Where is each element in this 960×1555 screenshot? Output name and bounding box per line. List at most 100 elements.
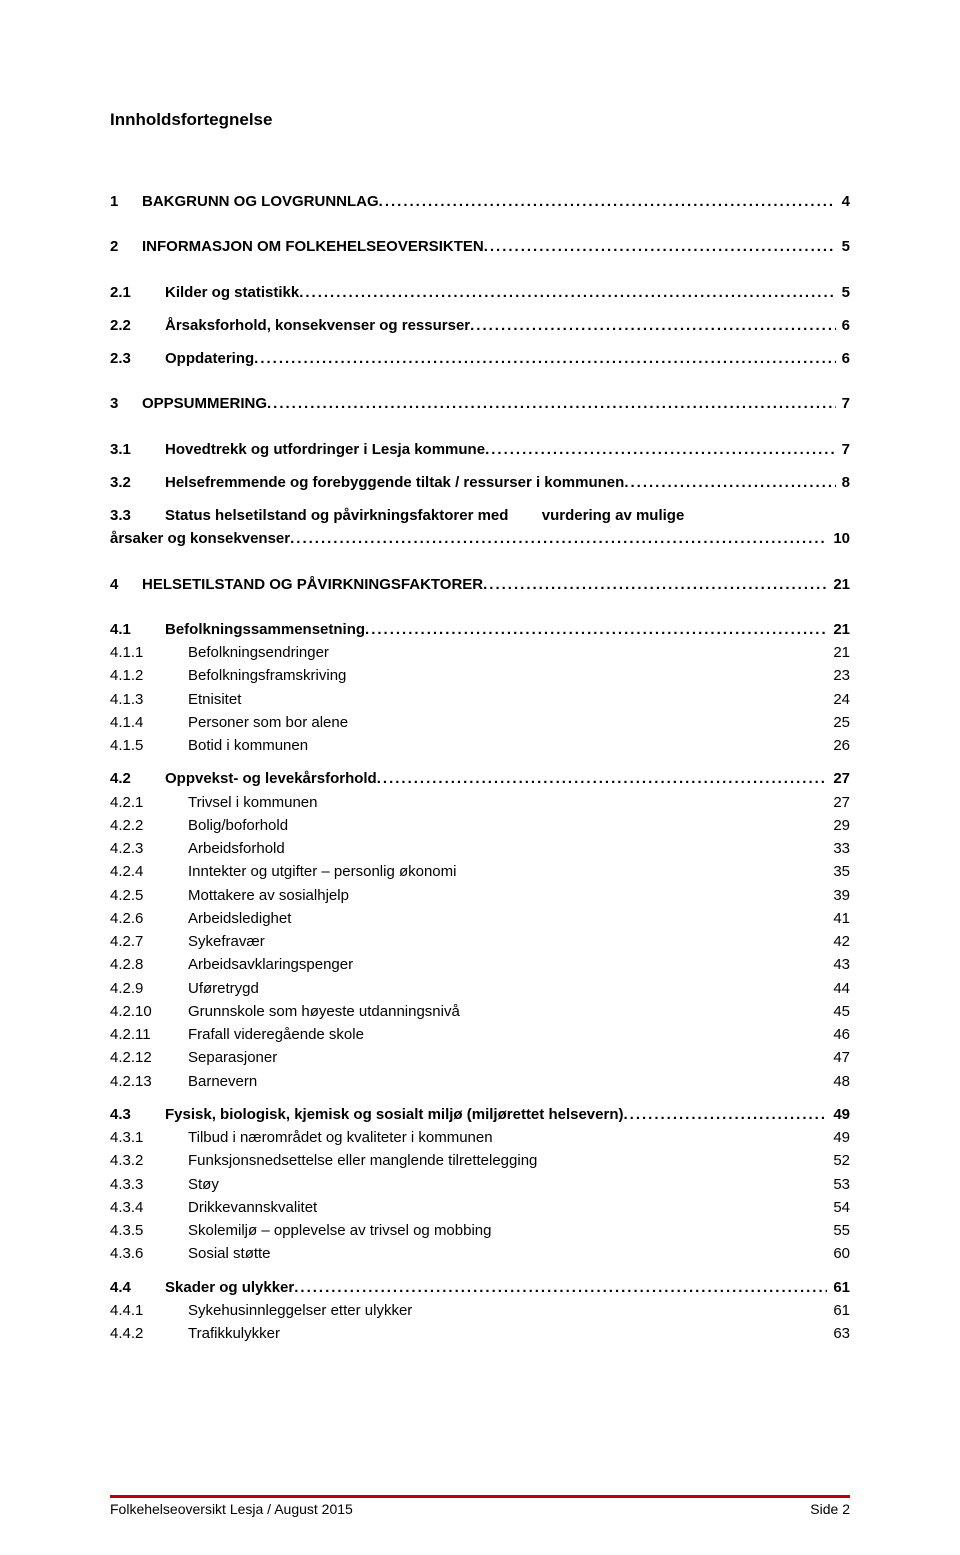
toc-entry-page: 21 <box>827 573 850 596</box>
toc-entry-label: Arbeidsledighet <box>188 907 291 930</box>
toc-entry-page: 6 <box>836 347 850 370</box>
toc-entry: 4.2.9Uføretrygd44 <box>110 977 850 1000</box>
toc-entry-page: 27 <box>827 791 850 814</box>
toc-entry-number: 4.3.2 <box>110 1149 188 1172</box>
toc-entry-page: 52 <box>827 1149 850 1172</box>
toc-entry-page: 21 <box>827 641 850 664</box>
toc-entry-number: 4.4.2 <box>110 1322 188 1345</box>
toc-entry-label: Kilder og statistikk <box>165 281 299 304</box>
toc-entry-label: Status helsetilstand og påvirkningsfakto… <box>165 504 684 527</box>
toc-entry-page: 24 <box>827 688 850 711</box>
toc-entry-label: Bolig/boforhold <box>188 814 288 837</box>
toc-entry-number: 2.3 <box>110 347 165 370</box>
toc-entry-label: Personer som bor alene <box>188 711 348 734</box>
toc-entry-number: 4.2 <box>110 767 165 790</box>
toc-entry-label: Arbeidsforhold <box>188 837 285 860</box>
toc-entry-page: 27 <box>827 767 850 790</box>
toc-entry-label: BAKGRUNN OG LOVGRUNNLAG <box>142 190 379 213</box>
toc-entry-label: Separasjoner <box>188 1046 277 1069</box>
toc-entry-label: Barnevern <box>188 1070 257 1093</box>
toc-entry-number: 1 <box>110 190 142 213</box>
toc-entry-number: 4.2.12 <box>110 1046 188 1069</box>
toc-entry-page: 63 <box>827 1322 850 1345</box>
toc-entry-number: 2.2 <box>110 314 165 337</box>
toc-entry: 3.2Helsefremmende og forebyggende tiltak… <box>110 471 850 494</box>
toc-entry-label: Befolkningssammensetning <box>165 618 365 641</box>
toc-entry-label: Fysisk, biologisk, kjemisk og sosialt mi… <box>165 1103 623 1126</box>
toc-entry-page: 5 <box>836 235 850 258</box>
toc-entry-number: 4.3.4 <box>110 1196 188 1219</box>
toc-entry: 4.2.1Trivsel i kommunen 27 <box>110 791 850 814</box>
toc-entry-page: 21 <box>827 618 850 641</box>
toc-entry: 4.2.13Barnevern48 <box>110 1070 850 1093</box>
footer-left-text: Folkehelseoversikt Lesja / August 2015 <box>110 1501 353 1517</box>
toc-entry-page: 10 <box>827 527 850 550</box>
toc-entry-page: 53 <box>827 1173 850 1196</box>
toc-entry-page: 23 <box>827 664 850 687</box>
toc-entry-number: 4.1.4 <box>110 711 188 734</box>
toc-entry: 4.2.5Mottakere av sosialhjelp39 <box>110 884 850 907</box>
toc-entry: 2.1Kilder og statistikk5 <box>110 281 850 304</box>
toc-entry-number: 4.1.2 <box>110 664 188 687</box>
toc-entry: 4.3.5Skolemiljø – opplevelse av trivsel … <box>110 1219 850 1242</box>
toc-entry-page: 29 <box>827 814 850 837</box>
toc-entry-number: 3 <box>110 392 142 415</box>
toc-entry-label: Arbeidsavklaringspenger <box>188 953 353 976</box>
toc-entry-label: Mottakere av sosialhjelp <box>188 884 349 907</box>
toc-entry-number: 4.2.7 <box>110 930 188 953</box>
toc-entry-label: Helsefremmende og forebyggende tiltak / … <box>165 471 624 494</box>
page-footer: Folkehelseoversikt Lesja / August 2015 S… <box>110 1495 850 1517</box>
toc-entry: 4.1.1Befolkningsendringer21 <box>110 641 850 664</box>
toc-entry-page: 61 <box>827 1276 850 1299</box>
toc-entry-number: 4.2.8 <box>110 953 188 976</box>
toc-entry-label: Befolkningsframskriving <box>188 664 346 687</box>
toc-entry: 2.2Årsaksforhold, konsekvenser og ressur… <box>110 314 850 337</box>
toc-entry-number: 4.2.11 <box>110 1023 188 1046</box>
toc-entry-label: Støy <box>188 1173 219 1196</box>
toc-entry-label: Botid i kommunen <box>188 734 308 757</box>
toc-entry-page: 7 <box>836 438 850 461</box>
footer-rule <box>110 1495 850 1498</box>
toc-entry: 4.3Fysisk, biologisk, kjemisk og sosialt… <box>110 1103 850 1126</box>
toc-entry-number: 3.1 <box>110 438 165 461</box>
toc-entry-label: Etnisitet <box>188 688 241 711</box>
toc-entry-number: 4.2.3 <box>110 837 188 860</box>
toc-entry-number: 4.3.5 <box>110 1219 188 1242</box>
toc-entry: 3.3Status helsetilstand og påvirkningsfa… <box>110 504 850 551</box>
toc-entry-page: 45 <box>827 1000 850 1023</box>
toc-entry-number: 4.3.3 <box>110 1173 188 1196</box>
toc-entry-page: 54 <box>827 1196 850 1219</box>
toc-entry: 4.2Oppvekst- og levekårsforhold27 <box>110 767 850 790</box>
toc-entry-number: 4.2.13 <box>110 1070 188 1093</box>
footer-right-text: Side 2 <box>810 1501 850 1517</box>
toc-entry: 2.3Oppdatering 6 <box>110 347 850 370</box>
toc-entry-page: 43 <box>827 953 850 976</box>
toc-entry-label: Hovedtrekk og utfordringer i Lesja kommu… <box>165 438 485 461</box>
toc-entry-page: 61 <box>827 1299 850 1322</box>
toc-entry-label: Sosial støtte <box>188 1242 271 1265</box>
toc-entry-page: 6 <box>836 314 850 337</box>
toc-entry-page: 55 <box>827 1219 850 1242</box>
toc-entry-label: Trivsel i kommunen <box>188 791 317 814</box>
toc-entry-label: INFORMASJON OM FOLKEHELSEOVERSIKTEN <box>142 235 484 258</box>
toc-entry-label: Inntekter og utgifter – personlig økonom… <box>188 860 456 883</box>
toc-entry: 4.1.3Etnisitet24 <box>110 688 850 711</box>
toc-entry-number: 3.3 <box>110 504 165 527</box>
toc-entry: 4.4.1Sykehusinnleggelser etter ulykker61 <box>110 1299 850 1322</box>
toc-entry: 4.4.2Trafikkulykker63 <box>110 1322 850 1345</box>
toc-entry: 4.2.12Separasjoner 47 <box>110 1046 850 1069</box>
toc-entry-number: 4.3.6 <box>110 1242 188 1265</box>
toc-entry: 4.1.5Botid i kommunen26 <box>110 734 850 757</box>
toc-entry-number: 4.1.5 <box>110 734 188 757</box>
toc-entry-page: 33 <box>827 837 850 860</box>
toc-entry-number: 4.1 <box>110 618 165 641</box>
toc-entry-label: Tilbud i nærområdet og kvaliteter i komm… <box>188 1126 493 1149</box>
toc-entry-number: 4.2.1 <box>110 791 188 814</box>
document-page: Innholdsfortegnelse 1BAKGRUNN OG LOVGRUN… <box>0 0 960 1555</box>
toc-entry-number: 4.2.9 <box>110 977 188 1000</box>
toc-entry-page: 5 <box>836 281 850 304</box>
toc-entry-label: Oppdatering <box>165 347 254 370</box>
toc-entry-page: 35 <box>827 860 850 883</box>
toc-entry-page: 47 <box>827 1046 850 1069</box>
toc-entry-number: 3.2 <box>110 471 165 494</box>
